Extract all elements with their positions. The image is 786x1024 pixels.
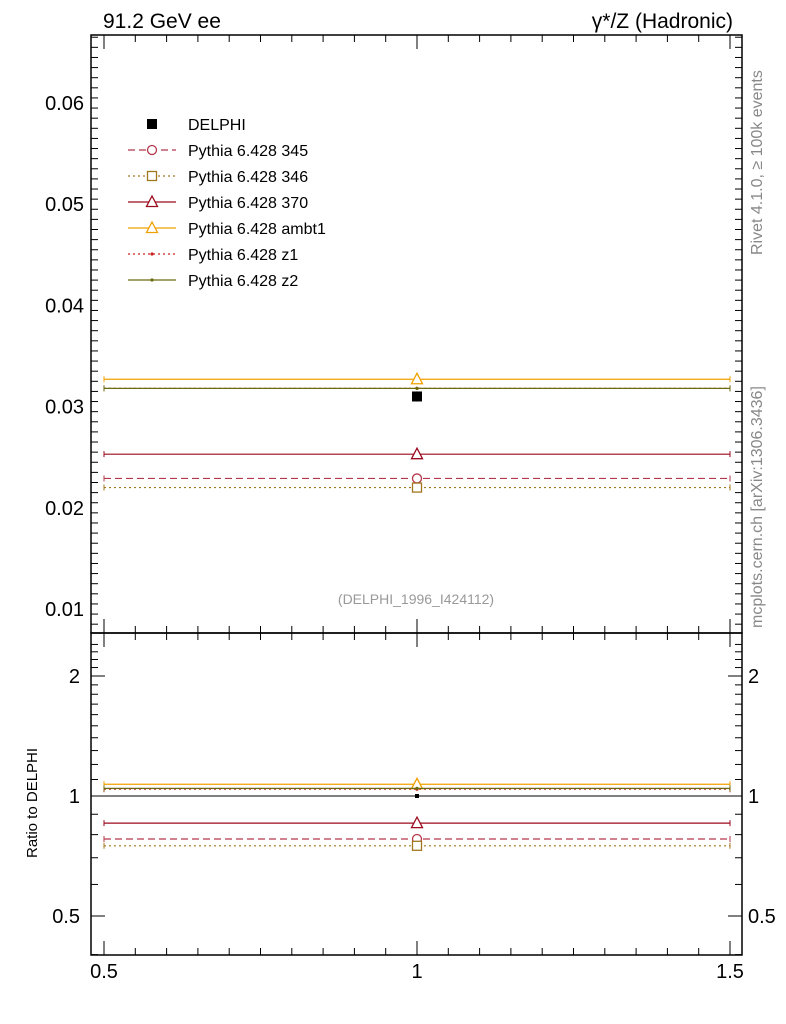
series-marks (91, 119, 742, 851)
series-point (411, 473, 423, 484)
y-tick-label: 0.02 (45, 498, 84, 520)
legend-label: Pythia 6.428 370 (188, 195, 308, 212)
series-point (410, 446, 424, 460)
main-y-tick-labels: 0.01 0.02 0.03 0.04 0.05 0.06 (45, 93, 84, 621)
y-tick-label: 0.01 (45, 599, 84, 621)
ratio-series-point (411, 840, 423, 851)
legend-swatch-marker (150, 252, 154, 256)
legend-label: Pythia 6.428 ambt1 (188, 221, 326, 238)
ratio-series-point (415, 786, 419, 790)
legend: DELPHI Pythia 6.428 345 Pythia 6.428 346… (188, 117, 326, 290)
x-tick-label: 1.5 (716, 961, 744, 983)
legend-swatch-marker (146, 170, 158, 182)
ratio-tick-label-right: 0.5 (748, 906, 776, 928)
x-tick-labels: 0.5 1 1.5 (90, 961, 744, 983)
y-tick-label: 0.05 (45, 194, 84, 216)
y-tick-label: 0.06 (45, 93, 84, 115)
mcplots-label: mcplots.cern.ch [arXiv:1306.3436] (749, 386, 766, 628)
ratio-series-point (410, 815, 424, 829)
ratio-tick-label-right: 2 (748, 666, 759, 688)
header-right: γ*/Z (Hadronic) (592, 10, 733, 33)
ratio-ylabel: Ratio to DELPHI (24, 748, 41, 858)
ratio-tick-label-left: 2 (69, 666, 80, 688)
legend-swatch-marker (145, 220, 159, 234)
legend-label: Pythia 6.428 z2 (188, 273, 298, 290)
rivet-label: Rivet 4.1.0, ≥ 100k events (749, 70, 766, 255)
y-tick-label: 0.04 (45, 295, 84, 317)
data-point (412, 391, 422, 402)
ratio-tick-label-right: 1 (748, 786, 759, 808)
ratio-tick-label-left: 1 (69, 786, 80, 808)
legend-label: Pythia 6.428 345 (188, 143, 308, 160)
analysis-tag: (DELPHI_1996_I424112) (338, 591, 494, 607)
ratio-data-point (415, 794, 419, 798)
x-tick-label: 1 (411, 961, 422, 983)
ratio-y-tick-labels: 0.5 1 2 0.5 1 2 (52, 666, 776, 928)
legend-swatch-marker (146, 144, 158, 156)
ratio-tick-label-left: 0.5 (52, 906, 80, 928)
axis-ticks (91, 35, 742, 956)
legend-label-data: DELPHI (188, 117, 246, 134)
series-point (410, 371, 424, 385)
legend-label: Pythia 6.428 z1 (188, 247, 298, 264)
y-tick-label: 0.03 (45, 397, 84, 419)
header-left: 91.2 GeV ee (103, 10, 221, 33)
legend-label: Pythia 6.428 346 (188, 169, 308, 186)
series-point (411, 482, 423, 493)
series-point (415, 386, 419, 390)
legend-swatch-data (147, 119, 157, 129)
x-tick-label: 0.5 (90, 961, 118, 983)
legend-swatch-marker (145, 194, 159, 208)
legend-swatch-marker (150, 278, 154, 282)
